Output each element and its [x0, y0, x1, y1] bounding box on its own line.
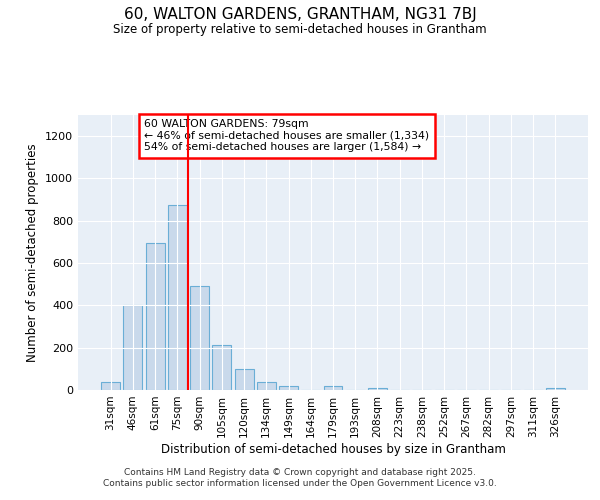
Bar	[146, 243, 164, 390]
Bar	[257, 382, 276, 390]
Text: Size of property relative to semi-detached houses in Grantham: Size of property relative to semi-detach…	[113, 22, 487, 36]
Bar	[124, 306, 142, 390]
Bar	[368, 388, 387, 390]
X-axis label: Distribution of semi-detached houses by size in Grantham: Distribution of semi-detached houses by …	[161, 442, 505, 456]
Bar	[212, 344, 231, 390]
Bar	[168, 205, 187, 390]
Bar	[190, 286, 209, 390]
Text: Contains HM Land Registry data © Crown copyright and database right 2025.
Contai: Contains HM Land Registry data © Crown c…	[103, 468, 497, 487]
Bar	[323, 386, 343, 390]
Bar	[279, 386, 298, 390]
Bar	[101, 382, 120, 390]
Bar	[235, 370, 254, 390]
Text: 60, WALTON GARDENS, GRANTHAM, NG31 7BJ: 60, WALTON GARDENS, GRANTHAM, NG31 7BJ	[124, 8, 476, 22]
Y-axis label: Number of semi-detached properties: Number of semi-detached properties	[26, 143, 40, 362]
Text: 60 WALTON GARDENS: 79sqm
← 46% of semi-detached houses are smaller (1,334)
54% o: 60 WALTON GARDENS: 79sqm ← 46% of semi-d…	[145, 119, 430, 152]
Bar	[546, 388, 565, 390]
